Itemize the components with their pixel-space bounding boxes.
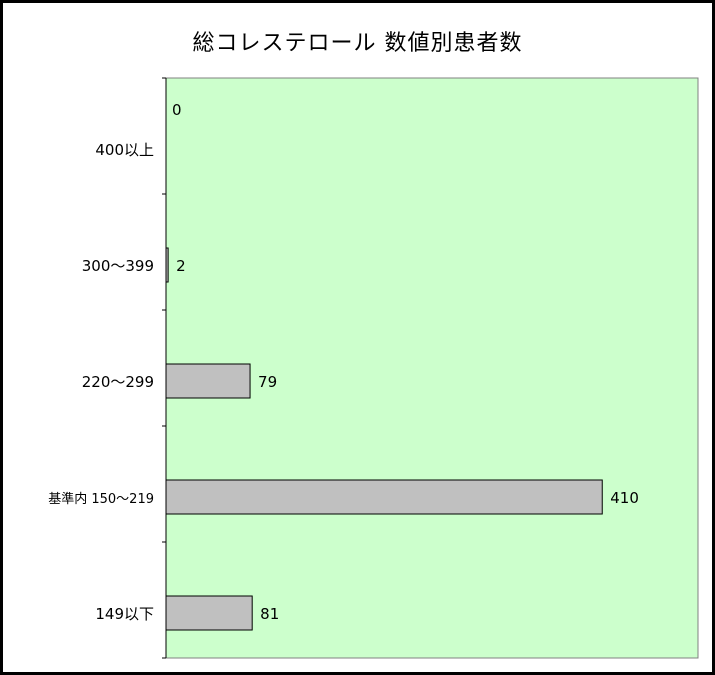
category-label: 220～299 xyxy=(82,373,154,391)
data-label: 410 xyxy=(610,489,639,507)
chart-title: 総コレステロール 数値別患者数 xyxy=(192,31,523,56)
data-label: 79 xyxy=(258,373,277,391)
data-label: 81 xyxy=(260,605,279,623)
category-label: 400以上 xyxy=(95,141,154,159)
bar xyxy=(165,595,253,631)
bar xyxy=(165,479,603,515)
category-label: 300～399 xyxy=(82,257,154,275)
bar xyxy=(165,247,169,283)
category-label: 149以下 xyxy=(95,605,154,623)
category-label: 基準内 150～219 xyxy=(48,491,154,507)
data-label: 2 xyxy=(176,257,186,275)
bar-group: 400以上 0 300～399 2 220～299 79 基準内 150～219 410 149… xyxy=(48,101,639,631)
y-axis-ticks xyxy=(162,77,166,659)
plot-area xyxy=(165,77,699,659)
bar xyxy=(165,363,251,399)
data-label: 0 xyxy=(172,101,182,119)
